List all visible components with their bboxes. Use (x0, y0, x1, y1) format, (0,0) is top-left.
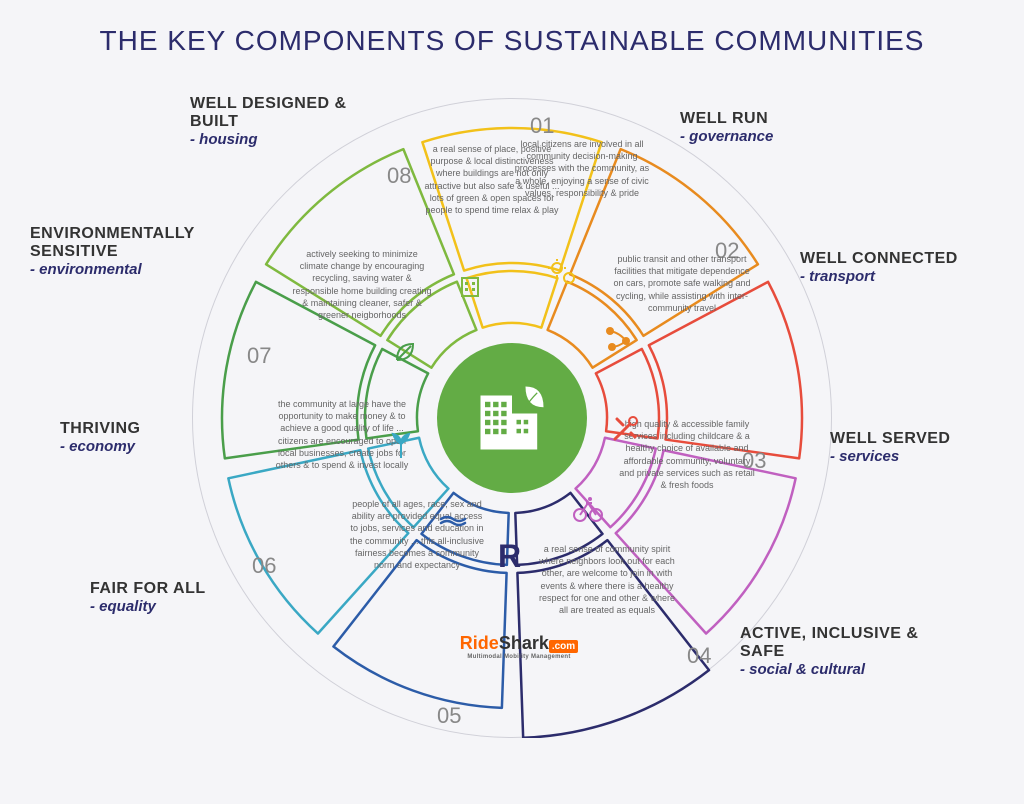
brand-shark: Shark (499, 633, 549, 653)
label-subtitle: - governance (680, 128, 860, 145)
page-title: THE KEY COMPONENTS OF SUSTAINABLE COMMUN… (0, 0, 1024, 57)
brand-com: .com (549, 640, 578, 653)
segment-label: WELL DESIGNED & BUILT- housing (190, 95, 370, 148)
label-subtitle: - environmental (30, 261, 210, 278)
segment-label: WELL RUN- governance (680, 110, 860, 145)
bike-icon (572, 493, 604, 525)
segment-description: actively seeking to minimize climate cha… (292, 248, 432, 321)
segment-label: WELL SERVED- services (830, 430, 1010, 465)
label-title: WELL CONNECTED (800, 250, 980, 268)
segment-number: 01 (530, 113, 554, 139)
brand-ride: Ride (460, 633, 499, 653)
segment-description: a real sense of community spirit where n… (537, 543, 677, 616)
label-title: WELL SERVED (830, 430, 1010, 448)
rideshark-logo: RideShark.com Multimodal Mobility Manage… (439, 633, 599, 660)
label-title: THRIVING (60, 420, 240, 438)
connect-icon (602, 323, 634, 355)
label-subtitle: - transport (800, 268, 980, 285)
tools-icon (609, 413, 641, 445)
label-subtitle: - services (830, 448, 1010, 465)
label-subtitle: - housing (190, 131, 370, 148)
wheel-diagram: 0102030405060708 local citizens are invo… (192, 98, 832, 738)
label-title: ENVIRONMENTALLY SENSITIVE (30, 225, 210, 261)
gears-icon (547, 258, 579, 290)
label-subtitle: - equality (90, 598, 270, 615)
segment-label: FAIR FOR ALL- equality (90, 580, 270, 615)
label-title: WELL RUN (680, 110, 860, 128)
segment-label: ENVIRONMENTALLY SENSITIVE- environmental (30, 225, 210, 278)
building-icon (454, 268, 486, 300)
label-subtitle: - social & cultural (740, 661, 920, 678)
segment-number: 07 (247, 343, 271, 369)
segment-label: ACTIVE, INCLUSIVE & SAFE- social & cultu… (740, 625, 920, 678)
segment-label: WELL CONNECTED- transport (800, 250, 980, 285)
label-title: WELL DESIGNED & BUILT (190, 95, 370, 131)
hands-icon (437, 503, 469, 535)
segment-number: 06 (252, 553, 276, 579)
segment-description: public transit and other transport facil… (612, 253, 752, 314)
segment-label: THRIVING- economy (60, 420, 240, 455)
leaf-icon (389, 336, 421, 368)
segment-description: a real sense of place, positive purpose … (422, 143, 562, 216)
brand-tagline: Multimodal Mobility Management (439, 654, 599, 660)
center-circle (437, 343, 587, 493)
label-title: FAIR FOR ALL (90, 580, 270, 598)
segment-number: 04 (687, 643, 711, 669)
sprout-icon (385, 430, 417, 462)
segment-number: 05 (437, 703, 461, 729)
label-subtitle: - economy (60, 438, 240, 455)
brand-letter: R (498, 538, 521, 575)
building-leaf-icon (467, 373, 557, 463)
label-title: ACTIVE, INCLUSIVE & SAFE (740, 625, 920, 661)
segment-number: 08 (387, 163, 411, 189)
